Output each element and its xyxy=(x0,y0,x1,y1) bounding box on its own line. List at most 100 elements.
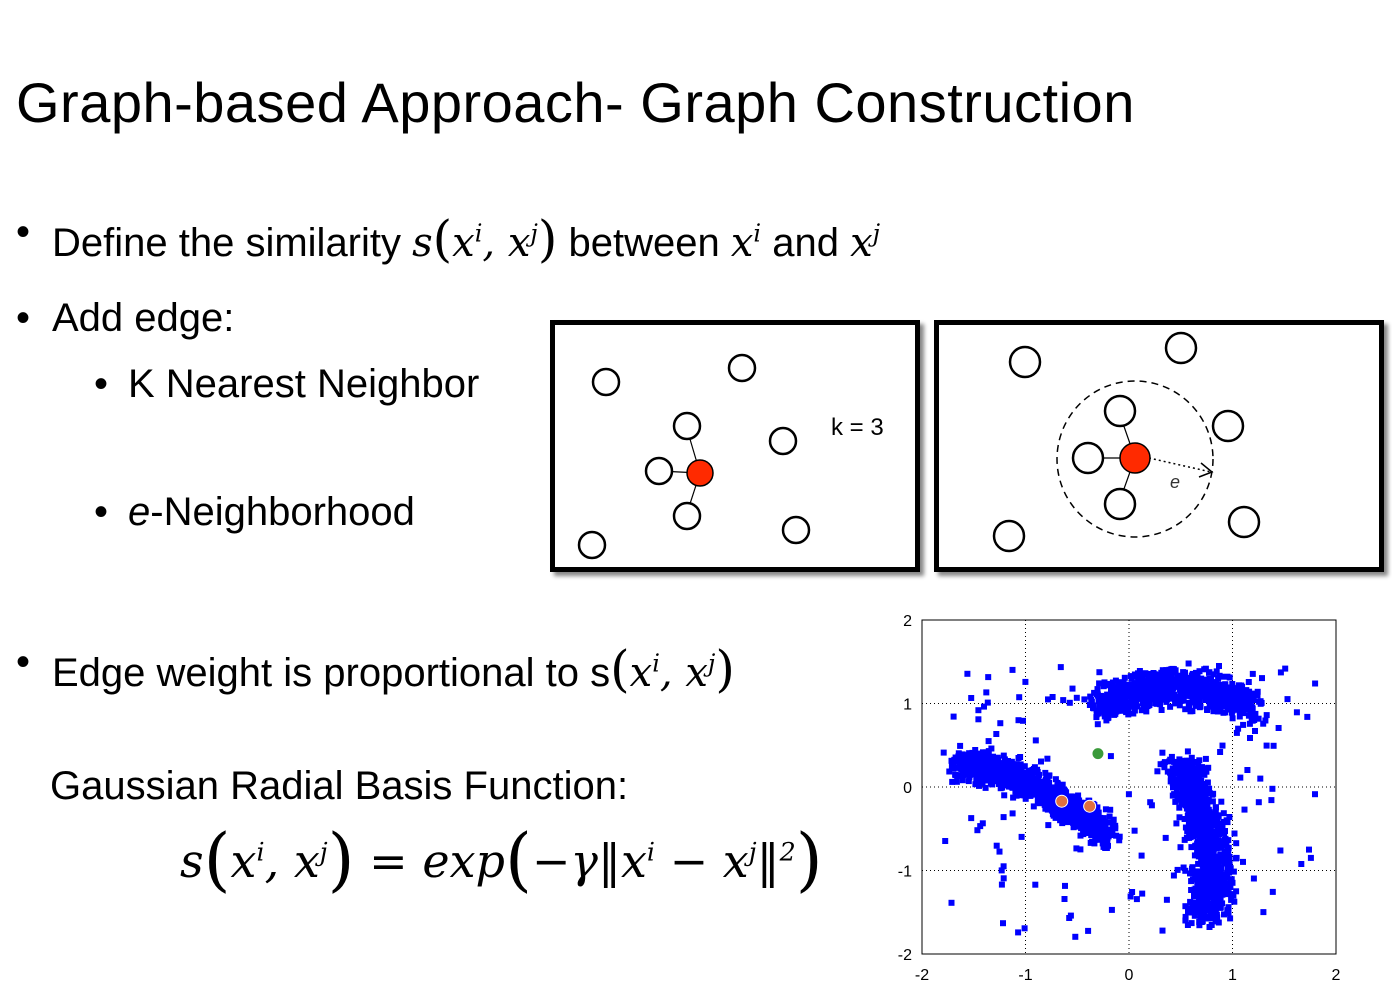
data-point xyxy=(1102,697,1109,704)
data-point xyxy=(1150,670,1157,676)
data-point xyxy=(1180,788,1187,795)
data-point xyxy=(1197,895,1204,902)
data-point xyxy=(1228,698,1235,705)
data-point xyxy=(1156,678,1163,685)
data-point xyxy=(1135,691,1142,698)
data-point xyxy=(973,764,980,770)
data-point xyxy=(1244,705,1251,712)
data-point xyxy=(1201,798,1208,805)
data-point xyxy=(1239,702,1246,708)
data-point xyxy=(1193,889,1200,896)
data-point xyxy=(1168,753,1175,760)
data-point xyxy=(1211,693,1218,700)
data-point xyxy=(1000,752,1007,759)
data-point xyxy=(996,848,1003,855)
data-point xyxy=(1088,696,1095,703)
data-point xyxy=(1062,882,1068,889)
data-point xyxy=(1091,840,1098,847)
data-point xyxy=(1014,767,1021,774)
data-point xyxy=(1183,684,1190,691)
data-point xyxy=(950,713,957,720)
data-point xyxy=(1103,703,1110,710)
data-point xyxy=(1077,846,1084,853)
data-point xyxy=(1163,896,1170,903)
data-point xyxy=(1209,885,1216,892)
data-point xyxy=(1146,702,1153,708)
data-point xyxy=(1021,792,1028,799)
data-point xyxy=(1275,725,1282,731)
data-point xyxy=(1049,811,1056,818)
data-point xyxy=(1092,810,1098,817)
data-point xyxy=(1072,933,1079,940)
data-point xyxy=(1191,912,1198,919)
gaussian-formula: s(xi, xj) = exp(−γ‖xi − xj‖2) xyxy=(180,820,823,900)
data-point xyxy=(1172,798,1179,805)
data-point xyxy=(1016,694,1023,701)
data-point xyxy=(952,772,959,779)
data-point xyxy=(1218,865,1225,872)
data-point xyxy=(1001,776,1008,783)
data-point xyxy=(1186,831,1193,838)
data-point xyxy=(1189,814,1196,821)
data-point xyxy=(1215,853,1222,860)
data-point xyxy=(1073,823,1080,830)
sub-bullet-e-neighborhood: • e-Neighborhood xyxy=(94,490,415,535)
data-point xyxy=(1228,709,1235,716)
data-point xyxy=(1188,909,1195,916)
data-point xyxy=(965,778,972,785)
data-point xyxy=(976,782,982,789)
data-point xyxy=(1185,909,1191,915)
data-point xyxy=(1178,757,1185,764)
data-point xyxy=(1141,698,1148,704)
data-point xyxy=(1188,820,1195,827)
data-point xyxy=(1189,759,1195,766)
x-tick-label: 2 xyxy=(1332,967,1341,984)
data-point xyxy=(1044,755,1051,762)
data-point xyxy=(1188,803,1195,810)
data-point xyxy=(1282,665,1289,672)
data-point xyxy=(1067,793,1074,800)
data-point xyxy=(997,778,1004,785)
epsilon-radius-circle xyxy=(1056,380,1214,538)
data-point xyxy=(1247,735,1253,741)
data-point xyxy=(1164,668,1171,675)
data-point xyxy=(1066,699,1073,706)
data-point xyxy=(1231,898,1238,905)
data-point xyxy=(1090,818,1097,825)
data-point xyxy=(1002,782,1009,789)
data-point xyxy=(1032,737,1039,744)
x-tick-label: -1 xyxy=(1018,967,1032,984)
data-point xyxy=(1194,879,1201,886)
data-point xyxy=(1067,912,1074,919)
data-point xyxy=(1090,704,1096,711)
data-point xyxy=(1131,827,1138,834)
data-point xyxy=(1118,699,1125,706)
x-tick-label: -2 xyxy=(915,967,929,984)
data-point xyxy=(1185,701,1192,708)
node xyxy=(768,426,798,456)
data-point xyxy=(1136,668,1143,674)
data-point xyxy=(1210,850,1217,857)
data-point xyxy=(1191,677,1198,684)
data-point xyxy=(1035,784,1041,790)
data-point xyxy=(1263,742,1270,749)
data-point xyxy=(1015,929,1022,936)
data-point xyxy=(1096,669,1103,676)
data-point xyxy=(1110,709,1116,716)
data-point xyxy=(952,754,959,761)
e-neighborhood-diagram-panel: e xyxy=(934,320,1384,572)
data-point xyxy=(1192,702,1199,709)
data-point xyxy=(1180,796,1187,803)
data-point xyxy=(1078,825,1085,832)
data-point xyxy=(1088,823,1094,830)
bullet-add-edge: • Add edge: xyxy=(16,296,234,341)
sub-bullet-knn: • K Nearest Neighbor xyxy=(94,362,479,407)
data-point xyxy=(1001,792,1008,799)
data-point xyxy=(1132,673,1139,680)
e-neighborhood-label: -Neighborhood xyxy=(150,490,415,534)
data-point xyxy=(1177,765,1184,772)
data-point xyxy=(1100,683,1107,690)
data-point xyxy=(1014,781,1021,787)
data-point xyxy=(1185,660,1192,667)
data-point xyxy=(1219,703,1226,710)
